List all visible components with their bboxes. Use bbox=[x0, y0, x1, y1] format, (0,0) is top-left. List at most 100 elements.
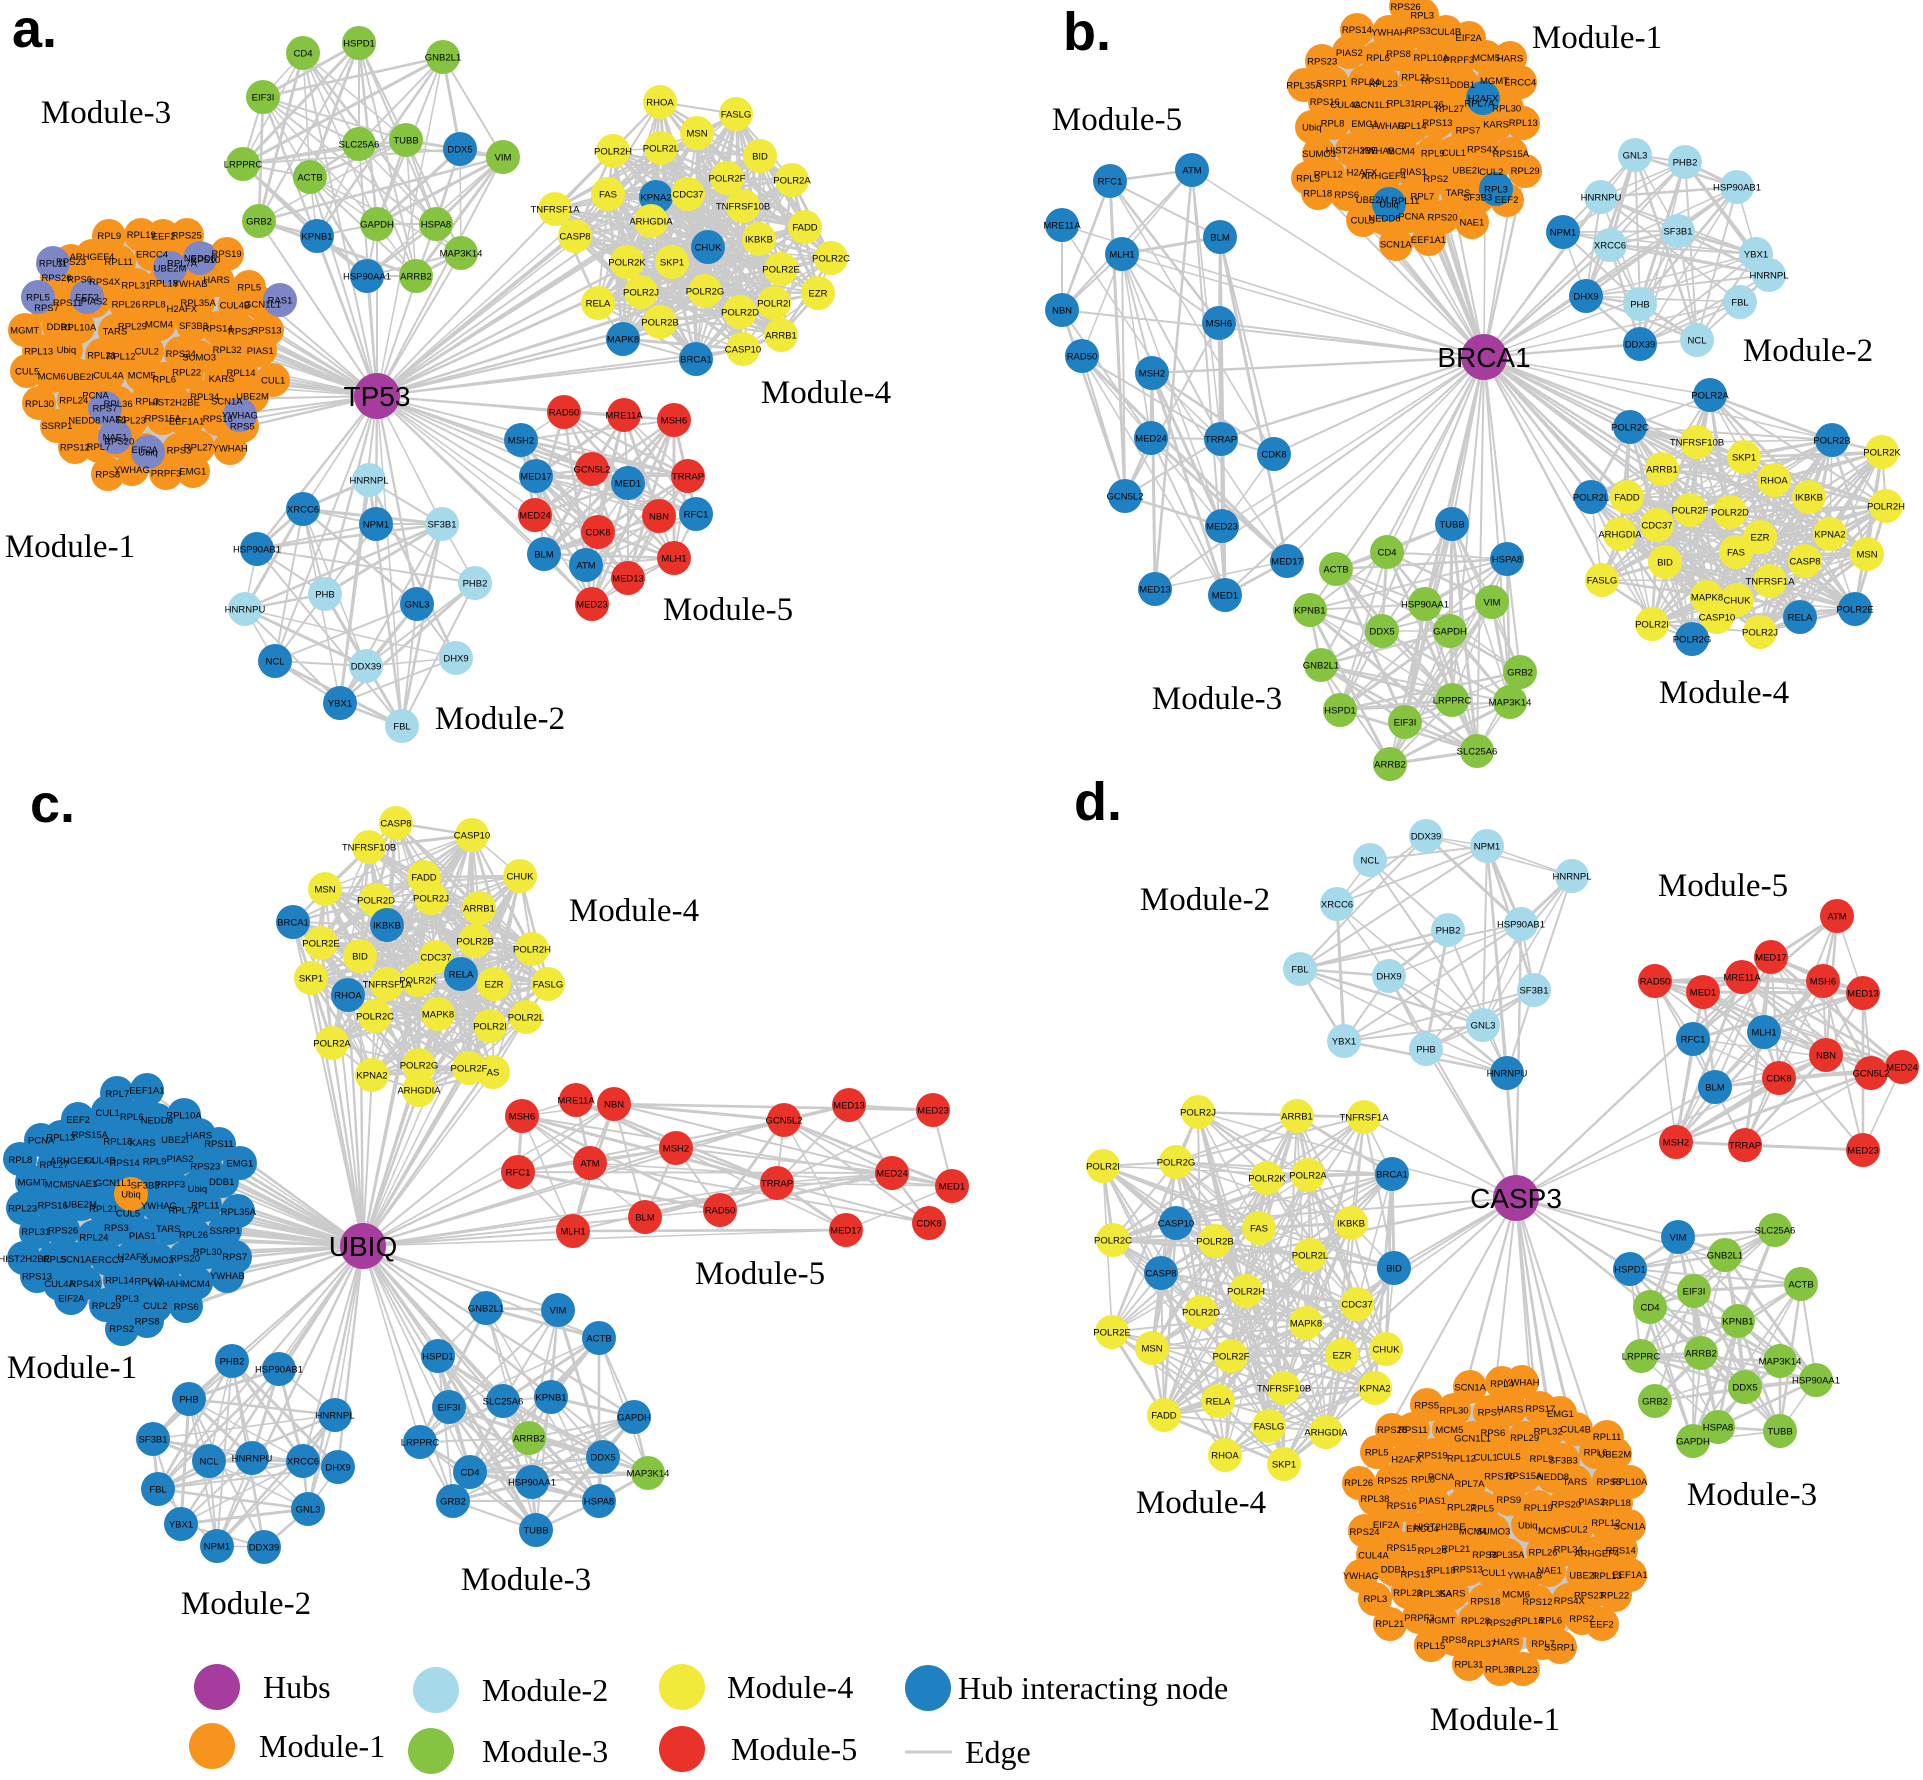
svg-text:PCNA: PCNA bbox=[1398, 212, 1425, 223]
svg-text:CDK8: CDK8 bbox=[1261, 450, 1286, 461]
svg-text:RPS10: RPS10 bbox=[190, 255, 220, 266]
svg-text:XRCC6: XRCC6 bbox=[1321, 900, 1353, 911]
svg-text:EEF2: EEF2 bbox=[152, 231, 176, 242]
svg-text:Edge: Edge bbox=[965, 1734, 1031, 1770]
svg-text:RPL27: RPL27 bbox=[1435, 104, 1464, 115]
svg-text:GNB2L1: GNB2L1 bbox=[425, 53, 461, 64]
svg-text:POLR2F: POLR2F bbox=[1672, 506, 1709, 517]
svg-text:RPS3: RPS3 bbox=[104, 1223, 129, 1234]
svg-text:H2AFX: H2AFX bbox=[166, 304, 197, 315]
svg-text:RPS4X: RPS4X bbox=[70, 1279, 102, 1290]
svg-text:RPL6: RPL6 bbox=[1584, 1448, 1608, 1459]
svg-text:EEF2: EEF2 bbox=[1590, 1620, 1614, 1631]
svg-text:RPS15A: RPS15A bbox=[1493, 149, 1530, 160]
svg-text:DDX39: DDX39 bbox=[351, 662, 382, 673]
svg-text:CUL4B: CUL4B bbox=[1431, 27, 1462, 38]
svg-text:YWHAG: YWHAG bbox=[1343, 1571, 1379, 1582]
svg-text:RPL10A: RPL10A bbox=[1414, 53, 1450, 64]
svg-text:a.: a. bbox=[12, 0, 57, 59]
svg-text:VIM: VIM bbox=[495, 153, 512, 164]
svg-text:MED1: MED1 bbox=[615, 479, 641, 490]
svg-text:ARHGDIA: ARHGDIA bbox=[1304, 1428, 1348, 1439]
svg-text:SLC25A6: SLC25A6 bbox=[1755, 1226, 1796, 1237]
svg-text:ATM: ATM bbox=[576, 561, 595, 572]
svg-text:CASP3: CASP3 bbox=[1470, 1183, 1562, 1214]
svg-text:TARS: TARS bbox=[1563, 1477, 1588, 1488]
svg-text:RPL32: RPL32 bbox=[1534, 1427, 1563, 1438]
svg-text:MED1: MED1 bbox=[939, 1182, 965, 1193]
svg-text:HARS: HARS bbox=[186, 1131, 212, 1142]
svg-text:MAP3K14: MAP3K14 bbox=[1489, 698, 1532, 709]
svg-text:MRE11A: MRE11A bbox=[1723, 973, 1761, 984]
svg-text:RPL31: RPL31 bbox=[1387, 98, 1416, 109]
svg-text:SF3B3: SF3B3 bbox=[1463, 193, 1492, 204]
svg-text:KPNB1: KPNB1 bbox=[1722, 1317, 1753, 1328]
svg-text:RPS7: RPS7 bbox=[222, 1252, 247, 1263]
svg-text:HNRNPU: HNRNPU bbox=[225, 605, 266, 616]
svg-text:YWHAH: YWHAH bbox=[213, 443, 249, 454]
svg-text:YWHAG: YWHAG bbox=[222, 411, 258, 422]
svg-text:Module-4: Module-4 bbox=[761, 375, 891, 411]
svg-text:HIST2H2BE: HIST2H2BE bbox=[1326, 146, 1378, 157]
svg-text:HARS: HARS bbox=[203, 275, 229, 286]
svg-text:ARHGEF4: ARHGEF4 bbox=[1574, 1548, 1619, 1559]
svg-text:RPL4: RPL4 bbox=[1490, 1379, 1514, 1390]
svg-text:RPL14: RPL14 bbox=[1514, 1616, 1543, 1627]
svg-text:EEF2: EEF2 bbox=[75, 293, 99, 304]
svg-text:DDB1: DDB1 bbox=[1450, 80, 1475, 91]
svg-text:HSPA8: HSPA8 bbox=[421, 220, 451, 231]
svg-text:RPS14: RPS14 bbox=[1342, 25, 1372, 36]
svg-text:RPL23: RPL23 bbox=[8, 1203, 37, 1214]
svg-text:RPS8: RPS8 bbox=[1442, 1635, 1467, 1646]
svg-text:MLH1: MLH1 bbox=[1109, 250, 1134, 261]
svg-text:RPS2: RPS2 bbox=[1569, 1614, 1594, 1625]
svg-text:RPL23: RPL23 bbox=[1393, 1588, 1422, 1599]
svg-text:RELA: RELA bbox=[449, 970, 474, 981]
svg-text:NBN: NBN bbox=[1052, 306, 1072, 317]
svg-text:RPS2: RPS2 bbox=[1423, 174, 1448, 185]
svg-text:POLR2D: POLR2D bbox=[1711, 508, 1749, 519]
svg-text:NEDD8: NEDD8 bbox=[68, 416, 100, 427]
svg-text:CHUK: CHUK bbox=[695, 243, 723, 254]
svg-text:RPL37: RPL37 bbox=[1467, 1639, 1496, 1650]
svg-text:UBE2M: UBE2M bbox=[236, 392, 269, 403]
svg-text:RPS23: RPS23 bbox=[1574, 1590, 1604, 1601]
svg-text:RPL26: RPL26 bbox=[1528, 1548, 1557, 1559]
svg-text:CASP10: CASP10 bbox=[1158, 1219, 1194, 1230]
svg-text:RPL13: RPL13 bbox=[46, 1132, 75, 1143]
svg-text:MAP3K14: MAP3K14 bbox=[627, 1469, 670, 1480]
svg-text:RPL5: RPL5 bbox=[43, 1255, 67, 1266]
svg-text:KARS: KARS bbox=[130, 1138, 156, 1149]
svg-text:KPNB1: KPNB1 bbox=[535, 1393, 566, 1404]
svg-text:EIF3I: EIF3I bbox=[252, 93, 275, 104]
svg-text:RPS8: RPS8 bbox=[95, 470, 120, 481]
svg-text:RPS16: RPS16 bbox=[203, 414, 233, 425]
svg-text:POLR2B: POLR2B bbox=[1813, 436, 1851, 447]
svg-text:MAPK8: MAPK8 bbox=[1290, 1319, 1322, 1330]
svg-text:RPL13: RPL13 bbox=[1509, 118, 1538, 129]
svg-text:RPS11: RPS11 bbox=[204, 1139, 233, 1150]
svg-text:EEF2: EEF2 bbox=[1495, 195, 1519, 206]
svg-text:TARS: TARS bbox=[103, 327, 128, 338]
svg-text:TNFRSF10B: TNFRSF10B bbox=[342, 843, 396, 854]
svg-text:Module-2: Module-2 bbox=[482, 1672, 608, 1708]
svg-text:RPL29: RPL29 bbox=[1510, 1433, 1539, 1444]
svg-text:MED13: MED13 bbox=[833, 1101, 865, 1112]
svg-text:NEDD8: NEDD8 bbox=[1368, 213, 1400, 224]
svg-text:MRE11A: MRE11A bbox=[605, 411, 643, 422]
svg-text:CUL5: CUL5 bbox=[116, 1208, 140, 1219]
svg-text:CD4: CD4 bbox=[460, 1468, 479, 1479]
svg-text:POLR2K: POLR2K bbox=[1248, 1174, 1286, 1185]
svg-text:NAE1: NAE1 bbox=[102, 415, 127, 426]
svg-text:RPS11: RPS11 bbox=[1421, 76, 1450, 87]
svg-text:CUL5: CUL5 bbox=[1351, 216, 1375, 227]
svg-text:RPL18: RPL18 bbox=[149, 279, 178, 290]
svg-text:RPS20: RPS20 bbox=[1428, 213, 1458, 224]
svg-text:RPL28: RPL28 bbox=[1461, 1616, 1490, 1627]
svg-text:SSRP1: SSRP1 bbox=[1316, 79, 1347, 90]
svg-text:NEDD8: NEDD8 bbox=[141, 1116, 173, 1127]
svg-text:TNFRSF10B: TNFRSF10B bbox=[1257, 1384, 1311, 1395]
svg-text:EMG1: EMG1 bbox=[179, 467, 206, 478]
svg-text:CASP10: CASP10 bbox=[454, 831, 490, 842]
svg-text:MGMT: MGMT bbox=[18, 1178, 47, 1189]
